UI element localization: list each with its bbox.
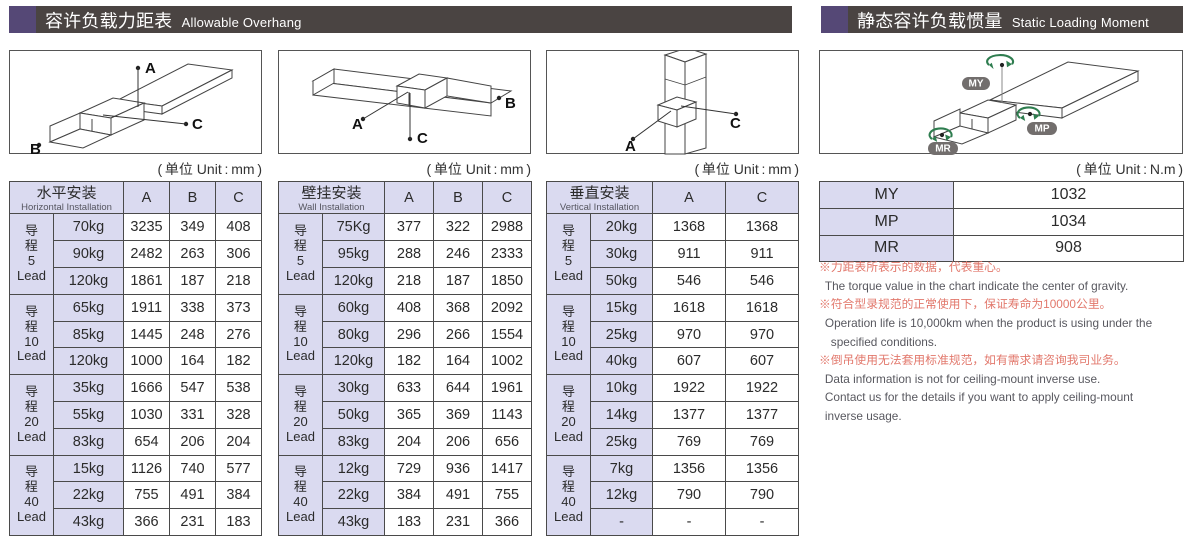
- svg-text:C: C: [417, 130, 428, 147]
- svg-text:A: A: [625, 138, 636, 155]
- svg-text:A: A: [352, 116, 363, 133]
- svg-text:B: B: [30, 141, 41, 155]
- svg-text:MP: MP: [1035, 124, 1050, 135]
- svg-text:B: B: [505, 95, 516, 112]
- svg-text:MR: MR: [935, 144, 951, 155]
- svg-text:C: C: [192, 116, 203, 133]
- svg-text:A: A: [145, 60, 156, 77]
- svg-text:C: C: [730, 115, 741, 132]
- svg-text:MY: MY: [969, 79, 984, 90]
